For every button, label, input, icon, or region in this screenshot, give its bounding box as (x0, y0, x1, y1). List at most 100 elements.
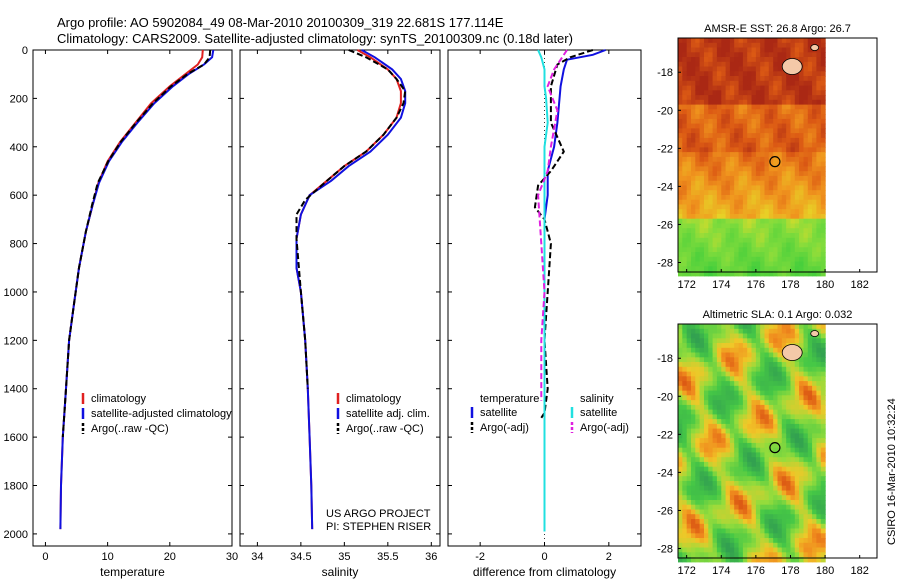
map-cell (790, 218, 796, 225)
map-cell (691, 523, 696, 530)
map-cell (786, 328, 792, 335)
map-cell (773, 371, 779, 377)
map-cell (708, 47, 714, 53)
map-cell (799, 114, 804, 120)
map-cell (768, 328, 774, 335)
map-cell (738, 352, 744, 358)
map-cell (695, 233, 701, 239)
map-cell (777, 385, 783, 392)
map-cell (803, 528, 809, 534)
map-cell (682, 528, 688, 534)
map-cell (768, 80, 774, 87)
map-cell (794, 357, 800, 363)
map-cell (704, 490, 709, 496)
map-cell (803, 404, 809, 411)
map-cell (691, 218, 696, 225)
map-cell (812, 514, 817, 520)
map-cell (704, 99, 709, 106)
map-cell (799, 523, 804, 530)
map-cell (760, 452, 766, 458)
map-cell (773, 457, 779, 463)
legend-entry: Argo(..raw -QC) (91, 423, 169, 435)
map-cell (708, 495, 714, 501)
map-cell (691, 204, 696, 210)
map-cell (760, 47, 766, 53)
map-cell (682, 85, 688, 91)
map-cell (729, 228, 735, 234)
map-cell (716, 147, 722, 153)
map-cell (755, 457, 761, 463)
map-cell (786, 156, 792, 163)
map-cell (695, 500, 701, 506)
map-cell (716, 442, 722, 449)
map-cell (807, 514, 813, 520)
map-cell (760, 42, 766, 49)
map-cell (721, 123, 727, 129)
map-cell (716, 438, 722, 444)
map-cell (747, 237, 753, 244)
map-cell (691, 209, 696, 215)
map-cell (777, 447, 783, 454)
map-cell (742, 547, 748, 553)
map-cell (678, 528, 683, 534)
map-cell (755, 47, 761, 53)
map-cell (678, 271, 683, 277)
map-cell (803, 242, 809, 248)
map-cell (678, 233, 683, 239)
map-cell (820, 447, 826, 454)
map-cell (695, 123, 701, 129)
map-cell (712, 514, 718, 520)
plot-frame (239, 49, 441, 547)
map-cell (777, 109, 783, 115)
map-cell (686, 76, 692, 82)
map-cell (729, 185, 735, 191)
map-cell (716, 71, 722, 77)
map-cell (751, 185, 757, 191)
map-cell (725, 542, 731, 549)
map-cell (742, 261, 748, 267)
map-cell (820, 547, 826, 553)
map-cell (755, 338, 761, 344)
map-cell (691, 38, 696, 44)
map-cell (716, 42, 722, 49)
map-cell (755, 114, 761, 120)
map-cell (790, 381, 796, 387)
map-cell (790, 156, 796, 163)
map-cell (699, 147, 705, 153)
map-cell (751, 57, 757, 63)
map-cell (760, 343, 766, 349)
map-cell (699, 166, 705, 172)
map-cell (691, 90, 696, 96)
map-cell (773, 85, 779, 91)
map-cell (729, 362, 735, 368)
map-cell (764, 123, 770, 129)
map-cell (721, 557, 727, 563)
map-cell (729, 137, 735, 144)
map-cell (742, 42, 748, 49)
map-cell (820, 438, 826, 444)
map-cell (816, 252, 822, 258)
map-cell (764, 547, 770, 553)
map-cell (725, 371, 731, 377)
map-cell (755, 357, 761, 363)
map-cell (812, 242, 817, 248)
y-tick-label: -18 (657, 67, 673, 79)
map-cell (686, 161, 692, 168)
map-cell (786, 233, 792, 239)
map-cell (781, 481, 787, 487)
map-cell (708, 175, 714, 182)
map-cell (777, 204, 783, 210)
map-cell (699, 438, 705, 444)
map-cell (764, 214, 770, 220)
map-cell (764, 142, 770, 148)
map-cell (716, 114, 722, 120)
map-cell (803, 109, 809, 115)
map-cell (781, 457, 787, 463)
map-cell (816, 495, 822, 501)
map-cell (820, 104, 826, 110)
map-cell (764, 357, 770, 363)
map-cell (816, 247, 822, 253)
map-cell (738, 481, 744, 487)
map-cell (691, 514, 696, 520)
map-cell (708, 500, 714, 506)
